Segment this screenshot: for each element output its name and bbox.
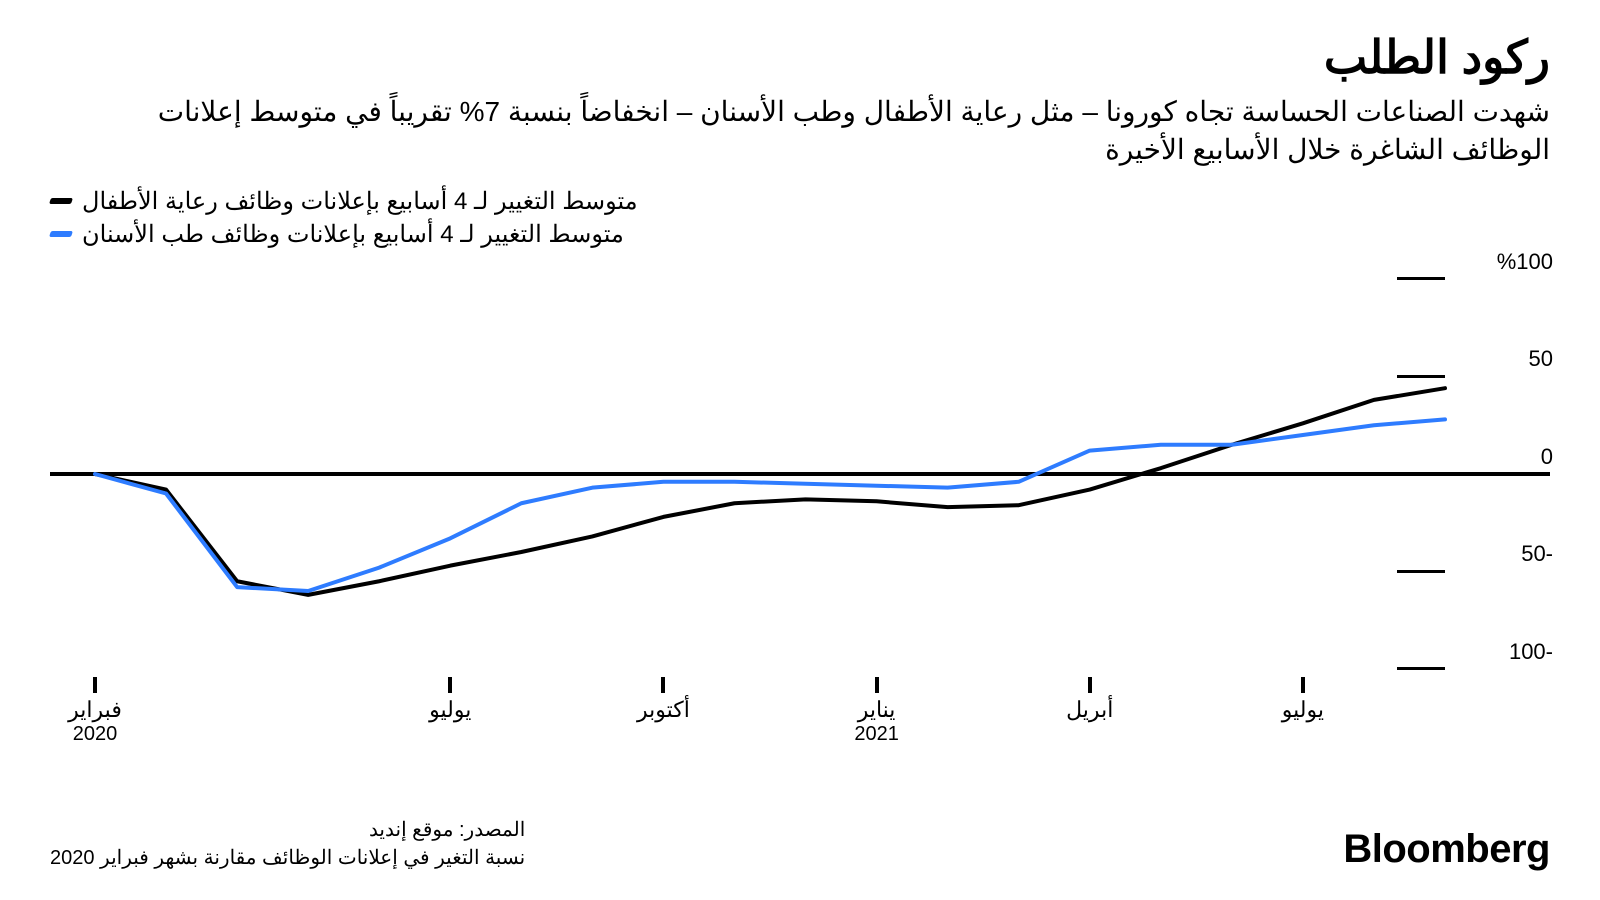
source-line1: المصدر: موقع إنديد [50,816,525,844]
chart-title: ركود الطلب [50,30,1550,85]
legend-label-dental: متوسط التغيير لـ 4 أسابيع بإعلانات وظائف… [82,220,624,249]
y-axis-label: 0 [1541,444,1553,470]
y-axis-label: 50 [1529,346,1553,372]
legend: متوسط التغيير لـ 4 أسابيع بإعلانات وظائف… [50,187,1550,249]
source-line2: نسبة التغير في إعلانات الوظائف مقارنة بش… [50,844,525,872]
x-tick [1088,677,1092,693]
chart-svg [50,269,1550,749]
x-axis-label: يوليو [1282,697,1324,723]
x-tick [661,677,665,693]
y-axis-label: 100- [1509,639,1553,665]
legend-swatch-dental [49,231,73,237]
legend-item-dental: متوسط التغيير لـ 4 أسابيع بإعلانات وظائف… [50,220,1550,249]
legend-item-childcare: متوسط التغيير لـ 4 أسابيع بإعلانات وظائف… [50,187,1550,216]
x-tick [93,677,97,693]
chart-container: ركود الطلب شهدت الصناعات الحساسة تجاه كو… [0,0,1600,900]
plot-area: %10050050-100-فبراير2020يوليوأكتوبريناير… [50,269,1550,749]
y-gridline [1397,667,1445,670]
y-axis-label: %100 [1497,249,1553,275]
y-gridline [1397,277,1445,280]
x-axis-label: يناير2021 [854,697,899,746]
x-tick [875,677,879,693]
x-axis-label: أبريل [1066,697,1113,723]
x-axis-label: فبراير2020 [68,697,122,746]
footer: Bloomberg المصدر: موقع إنديد نسبة التغير… [50,816,1550,872]
y-gridline [1397,375,1445,378]
y-axis-label: 50- [1521,541,1553,567]
legend-swatch-childcare [49,198,73,204]
source-block: المصدر: موقع إنديد نسبة التغير في إعلانا… [50,816,525,872]
x-axis-label: يوليو [429,697,471,723]
x-tick [1301,677,1305,693]
chart-subtitle: شهدت الصناعات الحساسة تجاه كورونا – مثل … [100,93,1550,169]
bloomberg-logo: Bloomberg [1343,827,1550,872]
legend-label-childcare: متوسط التغيير لـ 4 أسابيع بإعلانات وظائف… [82,187,638,216]
x-axis-label: أكتوبر [637,697,690,723]
y-gridline [1397,570,1445,573]
x-tick [448,677,452,693]
